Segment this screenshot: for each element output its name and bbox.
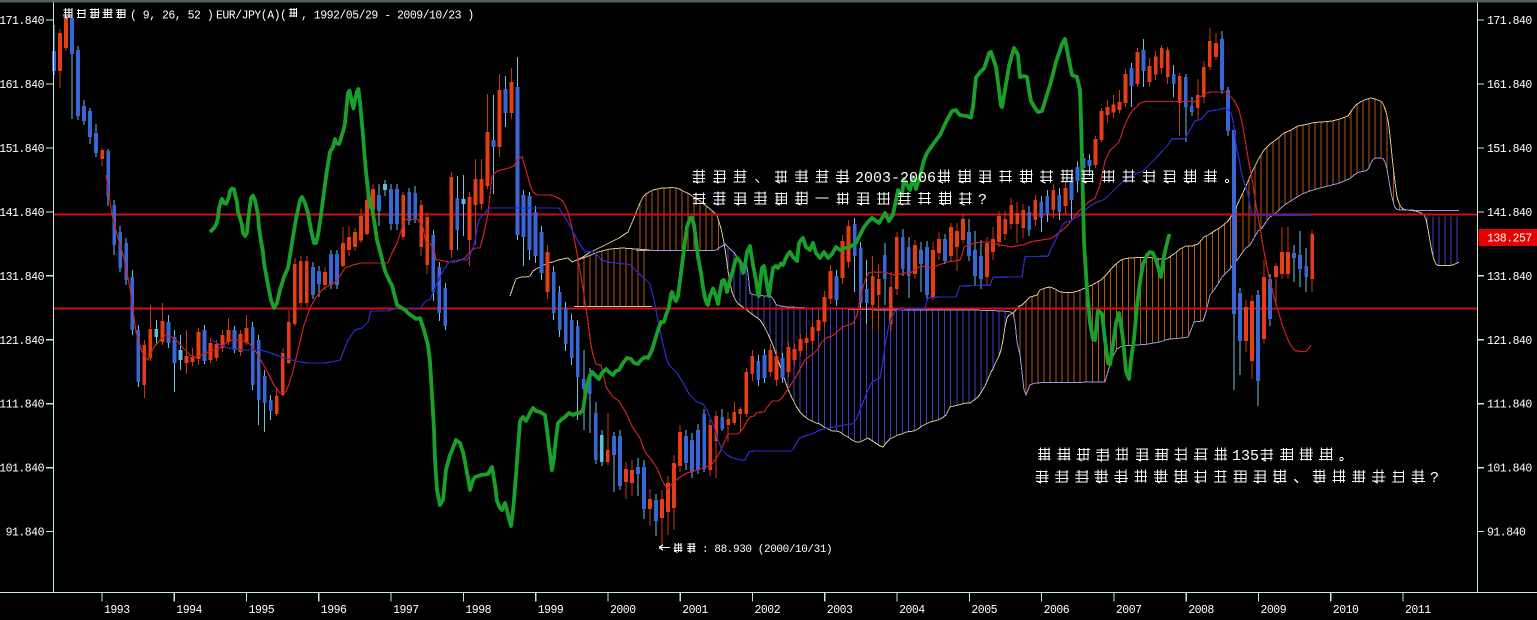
- svg-text:151.840: 151.840: [0, 143, 45, 156]
- svg-text:138.257: 138.257: [1487, 233, 1532, 246]
- svg-text:1994: 1994: [176, 604, 202, 617]
- svg-text:161.840: 161.840: [0, 79, 45, 92]
- svg-text:2005: 2005: [971, 604, 997, 617]
- svg-text:151.840: 151.840: [1487, 143, 1532, 156]
- svg-text:141.840: 141.840: [0, 207, 45, 220]
- svg-text:2011: 2011: [1405, 604, 1431, 617]
- svg-text:121.840: 121.840: [0, 335, 45, 348]
- svg-text:2010: 2010: [1333, 604, 1359, 617]
- svg-text:131.840: 131.840: [1487, 271, 1532, 284]
- svg-text:2000: 2000: [610, 604, 636, 617]
- svg-text:2004: 2004: [899, 604, 925, 617]
- svg-text:135: 135: [1232, 448, 1259, 465]
- svg-text:91.840: 91.840: [6, 527, 45, 540]
- svg-text:161.840: 161.840: [1487, 79, 1532, 92]
- svg-text:101.840: 101.840: [1487, 463, 1532, 476]
- svg-text:2008: 2008: [1188, 604, 1214, 617]
- svg-text:1999: 1999: [538, 604, 564, 617]
- svg-text:2002: 2002: [755, 604, 781, 617]
- svg-text:171.840: 171.840: [1487, 15, 1532, 28]
- svg-text:1996: 1996: [321, 604, 347, 617]
- svg-text:: 88.930 (2000/10/31): : 88.930 (2000/10/31): [702, 544, 832, 556]
- svg-text:101.840: 101.840: [0, 463, 45, 476]
- svg-text:EUR/JPY(A)(: EUR/JPY(A)(: [216, 10, 286, 23]
- svg-text:171.840: 171.840: [0, 15, 45, 28]
- svg-text:1993: 1993: [104, 604, 130, 617]
- svg-text:131.840: 131.840: [0, 271, 45, 284]
- svg-text:2001: 2001: [682, 604, 708, 617]
- svg-text:2007: 2007: [1116, 604, 1142, 617]
- svg-text:2006: 2006: [1044, 604, 1070, 617]
- svg-text:?: ?: [1430, 470, 1439, 487]
- svg-text:111.840: 111.840: [1487, 399, 1532, 412]
- svg-text:2003-2006: 2003-2006: [855, 170, 936, 187]
- svg-text:1998: 1998: [465, 604, 491, 617]
- svg-text:2003: 2003: [827, 604, 853, 617]
- svg-text:1997: 1997: [393, 604, 419, 617]
- svg-text:2009: 2009: [1261, 604, 1287, 617]
- svg-text:( 9, 26, 52 ): ( 9, 26, 52 ): [130, 10, 213, 23]
- svg-text:111.840: 111.840: [0, 399, 45, 412]
- svg-text:?: ?: [978, 192, 987, 209]
- svg-text:, 1992/05/29 - 2009/10/23 ): , 1992/05/29 - 2009/10/23 ): [301, 10, 474, 23]
- svg-text:121.840: 121.840: [1487, 335, 1532, 348]
- svg-text:141.840: 141.840: [1487, 207, 1532, 220]
- svg-text:91.840: 91.840: [1487, 527, 1526, 540]
- svg-text:1995: 1995: [249, 604, 275, 617]
